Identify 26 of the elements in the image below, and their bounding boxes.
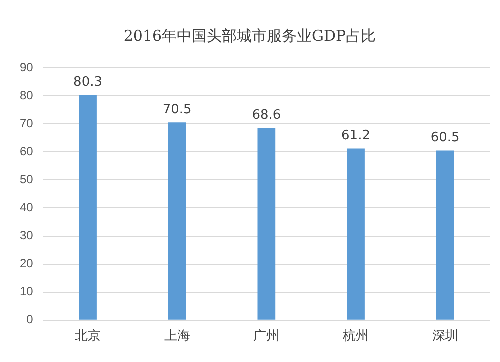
y-tick-label: 30 <box>20 228 34 243</box>
bar <box>258 128 276 320</box>
data-label: 61.2 <box>342 128 370 144</box>
y-tick-label: 70 <box>20 116 34 130</box>
x-tick-label: 北京 <box>75 328 102 343</box>
bar <box>347 148 365 320</box>
bar <box>436 150 454 320</box>
bar <box>79 95 97 320</box>
y-tick-label: 60 <box>20 144 34 158</box>
y-tick-label: 0 <box>26 312 34 327</box>
data-label: 80.3 <box>74 75 102 90</box>
chart-title: 2016年中国头部城市服务业GDP占比 <box>124 26 376 45</box>
x-tick-label: 广州 <box>254 328 280 343</box>
x-tick-label: 上海 <box>164 328 190 343</box>
y-tick-label: 20 <box>20 256 34 271</box>
y-tick-label: 80 <box>20 88 34 102</box>
x-tick-label: 深圳 <box>432 328 458 343</box>
data-label: 60.5 <box>430 130 460 146</box>
x-tick-label: 杭州 <box>342 328 370 343</box>
y-tick-label: 50 <box>20 172 34 186</box>
data-label: 70.5 <box>162 102 192 118</box>
data-label: 68.6 <box>252 108 282 123</box>
y-tick-label: 10 <box>20 284 34 299</box>
y-tick-label: 90 <box>20 60 34 74</box>
y-tick-label: 40 <box>20 200 34 215</box>
bar <box>168 122 186 320</box>
